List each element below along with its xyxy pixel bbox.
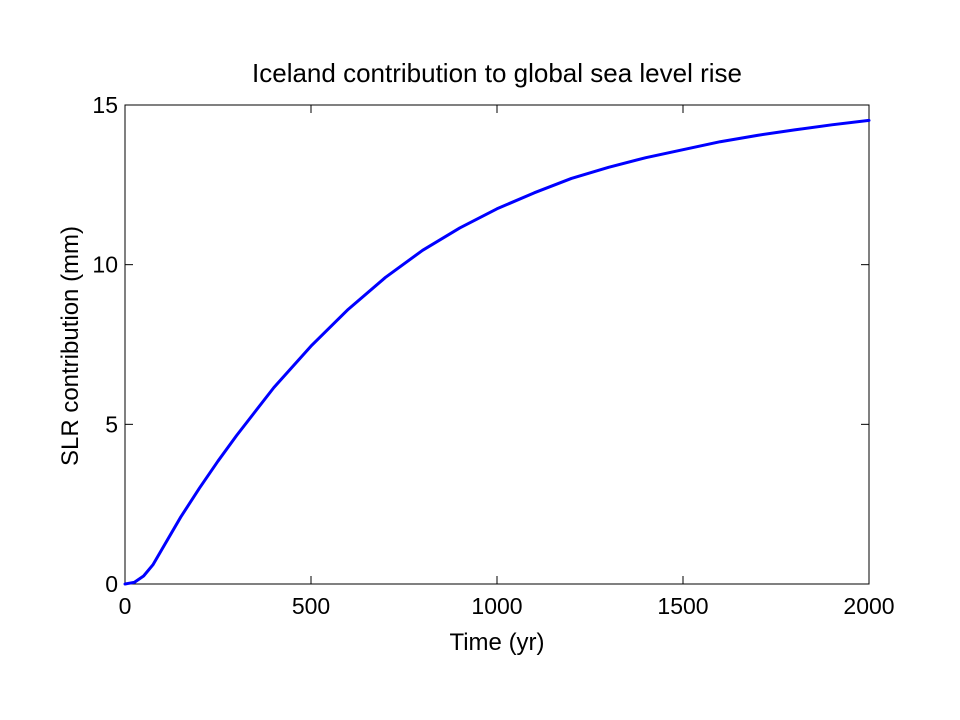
series-line: [123, 118, 871, 586]
chart-title: Iceland contribution to global sea level…: [252, 58, 742, 88]
y-tick-label: 10: [92, 252, 118, 278]
x-tick-label: 1000: [471, 593, 522, 619]
x-tick-label: 1500: [657, 593, 708, 619]
plot-area: 0 500 1000 1500 2000 0 5 10 15: [92, 92, 894, 619]
y-axis-label: SLR contribution (mm): [57, 226, 84, 466]
x-tick-label: 2000: [843, 593, 894, 619]
y-tick-label: 5: [105, 411, 118, 437]
axes-box: [124, 104, 870, 585]
x-axis-label: Time (yr): [449, 629, 544, 656]
x-tick-label: 0: [119, 593, 132, 619]
y-tick-label: 15: [92, 92, 118, 118]
y-tick-label: 0: [105, 571, 118, 597]
x-tick-label: 500: [292, 593, 330, 619]
